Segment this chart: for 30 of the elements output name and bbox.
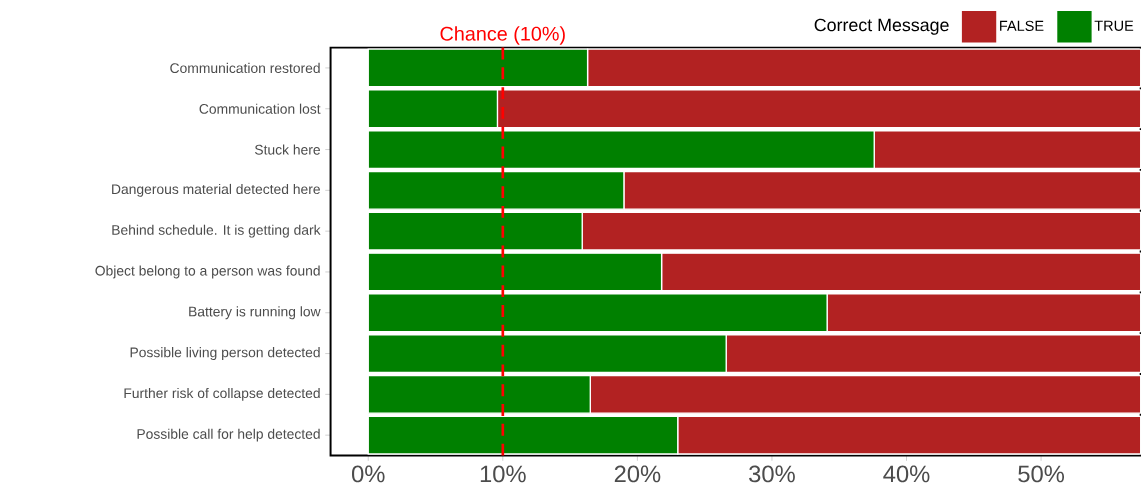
y-tick-label: Further risk of collapse detected: [124, 387, 320, 401]
y-tick-label: Dangerous material detected here: [112, 183, 320, 197]
x-tick-label: 20%: [614, 465, 661, 483]
x-tick-label: 10%: [480, 465, 526, 483]
x-tick-label: 50%: [1018, 465, 1065, 483]
bar: [587, 49, 1141, 87]
bar: [660, 252, 1141, 292]
y-tick-label: Communication lost: [199, 103, 321, 114]
y-tick-label: Battery is running low: [189, 306, 321, 320]
ref-line-label: Chance (10%): [440, 26, 565, 45]
y-tick-label: Possible living person detected: [130, 347, 320, 360]
legend-title: Correct Message: [814, 18, 949, 35]
y-tick-label: Communication restored: [170, 62, 320, 73]
y-tick-label: Stuck here: [254, 144, 320, 155]
bar: [725, 334, 1141, 373]
legend-label: TRUE: [1094, 20, 1134, 31]
bar: [589, 374, 1141, 414]
bar: [496, 89, 1141, 129]
x-tick-label: 0%: [352, 465, 385, 483]
bar: [581, 211, 1141, 251]
bar: [873, 129, 1141, 169]
y-tick-label: Object belong to a person was found: [95, 265, 320, 279]
bar: [826, 293, 1141, 333]
y-tick-label: Behind schedule. It is getting dark: [112, 224, 321, 238]
bar: [677, 415, 1141, 455]
x-tick-label: 40%: [883, 465, 930, 483]
legend-label: FALSE: [1000, 20, 1044, 31]
x-tick-label: 30%: [749, 465, 795, 483]
y-tick-label: Possible call for help detected: [137, 428, 320, 442]
bar: [623, 170, 1141, 210]
